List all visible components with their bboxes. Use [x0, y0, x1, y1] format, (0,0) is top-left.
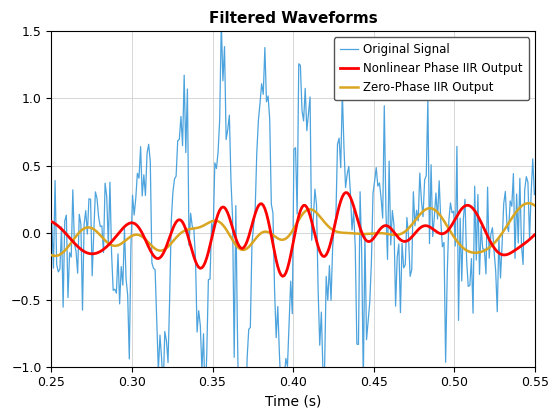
- Original Signal: [339, 89, 346, 94]
- X-axis label: Time (s): Time (s): [265, 395, 321, 409]
- Zero-Phase IIR Output: [50, 253, 57, 258]
- Nonlinear Phase IIR Output: [342, 190, 349, 195]
- Zero-Phase IIR Output: [457, 242, 464, 247]
- Nonlinear Phase IIR Output: [49, 219, 55, 224]
- Line: Original Signal: Original Signal: [52, 22, 534, 420]
- Original Signal: [459, 278, 465, 284]
- Original Signal: [50, 266, 57, 271]
- Nonlinear Phase IIR Output: [489, 243, 496, 248]
- Title: Filtered Waveforms: Filtered Waveforms: [209, 11, 377, 26]
- Original Signal: [337, 165, 344, 170]
- Line: Zero-Phase IIR Output: Zero-Phase IIR Output: [52, 203, 534, 256]
- Zero-Phase IIR Output: [52, 253, 58, 258]
- Zero-Phase IIR Output: [531, 203, 538, 208]
- Nonlinear Phase IIR Output: [347, 195, 354, 200]
- Nonlinear Phase IIR Output: [336, 204, 343, 209]
- Zero-Phase IIR Output: [337, 230, 344, 235]
- Original Signal: [49, 221, 55, 226]
- Original Signal: [531, 192, 538, 197]
- Nonlinear Phase IIR Output: [50, 220, 57, 225]
- Line: Nonlinear Phase IIR Output: Nonlinear Phase IIR Output: [52, 192, 534, 276]
- Nonlinear Phase IIR Output: [531, 232, 538, 237]
- Original Signal: [347, 190, 354, 195]
- Zero-Phase IIR Output: [346, 231, 352, 236]
- Zero-Phase IIR Output: [487, 244, 494, 249]
- Nonlinear Phase IIR Output: [459, 206, 465, 211]
- Legend: Original Signal, Nonlinear Phase IIR Output, Zero-Phase IIR Output: Original Signal, Nonlinear Phase IIR Out…: [334, 37, 529, 100]
- Original Signal: [489, 225, 496, 230]
- Nonlinear Phase IIR Output: [337, 199, 344, 204]
- Nonlinear Phase IIR Output: [279, 274, 286, 279]
- Original Signal: [218, 20, 225, 25]
- Zero-Phase IIR Output: [525, 201, 531, 206]
- Zero-Phase IIR Output: [336, 230, 343, 235]
- Zero-Phase IIR Output: [49, 253, 55, 258]
